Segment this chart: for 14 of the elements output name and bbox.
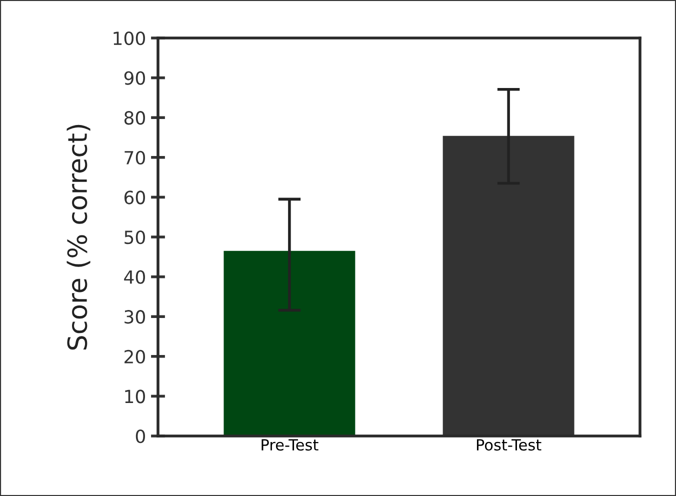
y-tick-label: 60 [124,190,145,204]
y-tick-label: 50 [124,230,145,244]
y-tick-label: 80 [124,111,145,125]
y-tick-label: 90 [124,71,145,85]
x-tick-label: Pre-Test [262,439,318,451]
y-tick-label: 10 [125,390,145,404]
y-tick-label: 0 [136,429,145,444]
y-tick-label: 20 [124,350,145,364]
x-tick-label: Post-Test [476,439,542,451]
y-tick-label: 40 [124,270,145,284]
y-tick-label: 70 [124,150,145,165]
y-tick-label: 30 [124,310,145,324]
y-axis-title: Score (% correct) [66,124,90,350]
y-tick-label: 100 [114,31,145,46]
